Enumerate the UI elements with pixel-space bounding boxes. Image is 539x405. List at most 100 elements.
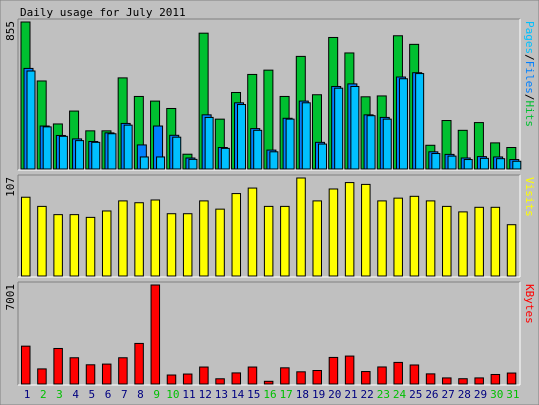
day-label: 30	[490, 388, 503, 401]
day-label: 31	[506, 388, 519, 401]
day-label: 16	[263, 388, 276, 401]
kbytes-bar-day-2	[37, 368, 47, 385]
visits-bar-day-23	[377, 200, 387, 277]
visits-bar-day-3	[53, 214, 63, 277]
pages-bar-day-3	[58, 135, 68, 170]
visits-bar-day-24	[393, 197, 403, 277]
day-label: 15	[247, 388, 260, 401]
pages-bar-day-11	[188, 158, 198, 170]
pages-bar-day-2	[42, 126, 52, 170]
day-label: 25	[409, 388, 422, 401]
kbytes-bar-day-18	[296, 371, 306, 385]
pages-bar-day-12	[204, 116, 214, 170]
day-label: 20	[328, 388, 341, 401]
panel-hits-ymax-label: 855	[4, 21, 17, 41]
visits-bar-day-13	[215, 208, 225, 277]
kbytes-bar-day-6	[101, 363, 112, 385]
kbytes-bar-day-14	[231, 372, 242, 385]
day-label: 1	[24, 388, 31, 401]
visits-bar-day-17	[280, 205, 290, 277]
kbytes-bar-day-8	[134, 342, 144, 385]
pages-bar-day-4	[75, 140, 85, 170]
pages-bar-day-26	[431, 153, 441, 170]
kbytes-bar-day-16	[263, 380, 274, 385]
kbytes-bar-day-7	[118, 357, 128, 385]
day-label: 10	[166, 388, 179, 401]
visits-bar-day-5	[85, 216, 96, 277]
panel-visits-legend: Visits	[523, 177, 536, 217]
pages-bar-day-14	[237, 104, 247, 170]
day-label: 14	[231, 388, 245, 401]
kbytes-bar-day-17	[280, 367, 290, 385]
kbytes-bar-day-5	[85, 364, 96, 385]
legend-entry: /	[523, 54, 536, 61]
kbytes-bar-day-1	[21, 345, 31, 385]
pages-bar-day-27	[447, 155, 457, 170]
visits-bar-day-22	[361, 183, 371, 277]
visits-bar-day-30	[490, 206, 501, 277]
legend-entry: Visits	[523, 177, 536, 217]
pages-bar-day-29	[479, 157, 489, 170]
kbytes-bar-day-24	[393, 361, 403, 385]
legend-entry: /	[523, 94, 536, 101]
pages-bar-day-8	[139, 156, 149, 170]
pages-bar-day-6	[107, 133, 117, 170]
pages-bar-day-13	[220, 147, 230, 170]
pages-bar-day-28	[463, 159, 473, 170]
visits-bar-day-9	[150, 199, 161, 277]
visits-bar-day-31	[506, 224, 517, 277]
legend-entry: KBytes	[523, 284, 536, 324]
pages-bar-day-9	[156, 156, 166, 170]
day-label: 4	[72, 388, 79, 401]
visits-bar-day-25	[409, 195, 420, 277]
day-label: 18	[296, 388, 309, 401]
visits-bar-day-29	[474, 206, 484, 277]
pages-bar-day-18	[301, 102, 311, 170]
panel-kbytes: 7001 KBytes	[4, 281, 536, 386]
kbytes-bar-day-11	[182, 373, 193, 385]
kbytes-bar-day-4	[69, 357, 80, 385]
visits-bar-day-19	[312, 200, 322, 277]
pages-bar-day-19	[317, 143, 327, 170]
day-label: 27	[442, 388, 455, 401]
panel-visits-ymax-label: 107	[4, 177, 17, 197]
pages-bar-day-15	[253, 129, 263, 170]
pages-bar-day-25	[415, 73, 425, 170]
panel-visits: 107 Visits	[4, 174, 536, 278]
legend-entry: Pages	[523, 21, 536, 54]
visits-bar-day-1	[21, 196, 31, 277]
kbytes-bar-day-13	[215, 378, 225, 385]
visits-bar-day-8	[134, 202, 144, 277]
day-label: 2	[40, 388, 47, 401]
day-label: 17	[280, 388, 293, 401]
kbytes-bar-day-19	[312, 370, 322, 385]
day-label: 8	[137, 388, 144, 401]
pages-bar-day-5	[91, 141, 101, 170]
kbytes-bar-day-21	[344, 355, 355, 385]
kbytes-bar-day-31	[506, 372, 517, 385]
kbytes-bar-day-15	[247, 366, 258, 385]
day-label: 7	[121, 388, 128, 401]
day-label: 24	[393, 388, 407, 401]
pages-bar-day-10	[172, 136, 182, 170]
kbytes-bar-day-10	[166, 374, 177, 385]
visits-bar-day-28	[458, 211, 468, 277]
pages-bar-day-23	[382, 118, 392, 170]
pages-bar-day-20	[334, 87, 344, 170]
pages-bar-day-21	[350, 85, 360, 170]
kbytes-bar-day-3	[53, 347, 63, 385]
pages-bar-day-22	[366, 115, 376, 170]
day-label: 22	[361, 388, 374, 401]
pages-bar-day-16	[269, 151, 279, 170]
visits-bar-day-16	[263, 205, 274, 277]
kbytes-bar-day-26	[425, 373, 436, 385]
kbytes-bar-day-20	[328, 356, 339, 385]
kbytes-bar-day-30	[490, 373, 501, 385]
visits-bar-day-6	[101, 210, 112, 277]
panel-kbytes-legend: KBytes	[523, 284, 536, 324]
kbytes-bar-day-12	[199, 366, 209, 385]
day-label: 13	[215, 388, 228, 401]
visits-bar-day-11	[182, 213, 193, 277]
day-labels: 1 2 3 4 5 6 7 8 9 10 11 12 13 14 15 16 17 18 19 20 21 22 23 24 2…	[24, 388, 520, 401]
